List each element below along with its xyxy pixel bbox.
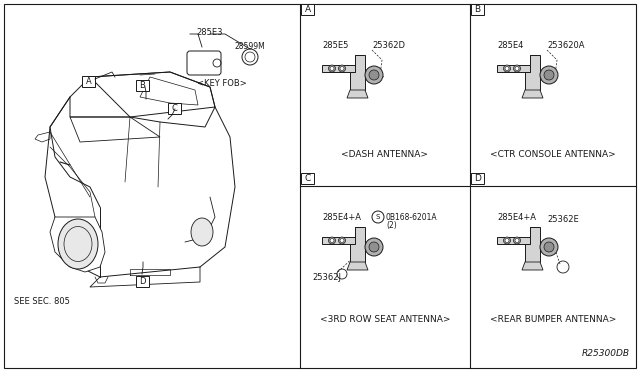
Circle shape — [339, 237, 346, 244]
FancyBboxPatch shape — [187, 51, 221, 75]
Circle shape — [513, 65, 520, 72]
Polygon shape — [522, 90, 543, 98]
Ellipse shape — [191, 218, 213, 246]
Bar — [136, 276, 149, 287]
Text: 285E4+A: 285E4+A — [497, 212, 536, 221]
Text: <DASH ANTENNA>: <DASH ANTENNA> — [342, 150, 429, 158]
Circle shape — [544, 70, 554, 80]
Polygon shape — [525, 55, 540, 90]
Ellipse shape — [58, 219, 98, 269]
Bar — [471, 4, 484, 15]
Circle shape — [365, 66, 383, 84]
Text: A: A — [86, 77, 92, 86]
Text: R25300DB: R25300DB — [582, 349, 630, 358]
Bar — [301, 173, 314, 184]
Text: (2): (2) — [386, 221, 397, 230]
Text: 285E5: 285E5 — [322, 41, 348, 49]
Polygon shape — [347, 262, 368, 270]
Polygon shape — [350, 55, 365, 90]
Text: D: D — [474, 174, 481, 183]
Bar — [168, 103, 181, 114]
Text: 285E3: 285E3 — [196, 28, 223, 36]
Circle shape — [330, 67, 334, 71]
Text: 0B168-6201A: 0B168-6201A — [386, 212, 438, 221]
Polygon shape — [347, 90, 368, 98]
Circle shape — [328, 237, 335, 244]
Circle shape — [340, 67, 344, 71]
Polygon shape — [522, 262, 543, 270]
Text: 253620A: 253620A — [547, 41, 584, 49]
Bar — [301, 4, 314, 15]
Circle shape — [513, 237, 520, 244]
Polygon shape — [322, 55, 362, 72]
Circle shape — [515, 238, 519, 243]
Circle shape — [540, 66, 558, 84]
Polygon shape — [350, 227, 365, 262]
Text: <CTR CONSOLE ANTENNA>: <CTR CONSOLE ANTENNA> — [490, 150, 616, 158]
Polygon shape — [322, 227, 362, 244]
Circle shape — [365, 238, 383, 256]
Text: D: D — [140, 277, 146, 286]
Circle shape — [369, 242, 379, 252]
Text: <3RD ROW SEAT ANTENNA>: <3RD ROW SEAT ANTENNA> — [320, 315, 451, 324]
Bar — [471, 173, 484, 184]
Text: B: B — [474, 5, 481, 14]
Bar — [136, 80, 149, 91]
Polygon shape — [50, 217, 105, 272]
Circle shape — [340, 238, 344, 243]
Polygon shape — [497, 55, 537, 72]
Circle shape — [505, 238, 509, 243]
Bar — [82, 76, 95, 87]
Text: <KEY FOB>: <KEY FOB> — [197, 79, 247, 88]
Text: B: B — [140, 81, 145, 90]
Text: SEE SEC. 805: SEE SEC. 805 — [14, 298, 70, 307]
Text: 25362J: 25362J — [312, 273, 341, 282]
Circle shape — [339, 65, 346, 72]
Circle shape — [62, 174, 68, 180]
Circle shape — [504, 65, 511, 72]
Polygon shape — [497, 227, 537, 244]
Polygon shape — [525, 227, 540, 262]
Circle shape — [505, 67, 509, 71]
Text: A: A — [305, 5, 310, 14]
Text: 28599M: 28599M — [235, 42, 266, 51]
Text: <REAR BUMPER ANTENNA>: <REAR BUMPER ANTENNA> — [490, 315, 616, 324]
Circle shape — [330, 238, 334, 243]
Text: S: S — [376, 214, 380, 220]
Circle shape — [504, 237, 511, 244]
Circle shape — [328, 65, 335, 72]
Text: 25362D: 25362D — [372, 41, 405, 49]
Circle shape — [544, 242, 554, 252]
Circle shape — [515, 67, 519, 71]
Text: C: C — [172, 104, 177, 113]
Text: 285E4: 285E4 — [497, 41, 524, 49]
Circle shape — [369, 70, 379, 80]
Text: 25362E: 25362E — [547, 215, 579, 224]
Circle shape — [540, 238, 558, 256]
Text: C: C — [305, 174, 310, 183]
Text: 285E4+A: 285E4+A — [322, 212, 361, 221]
